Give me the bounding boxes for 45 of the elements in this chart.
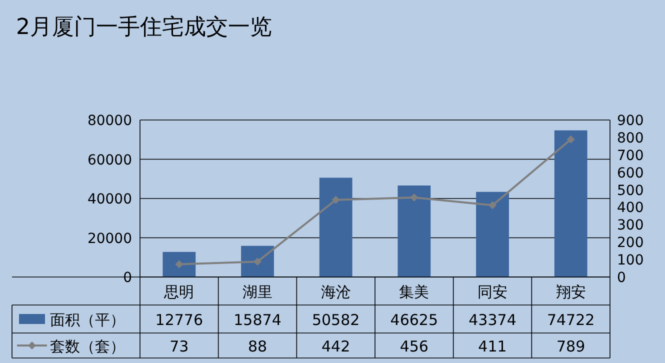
y2-tick-label: 900 xyxy=(617,113,644,129)
y2-tick-label: 800 xyxy=(617,130,644,146)
data-label: 46625 xyxy=(390,311,438,329)
data-label: 442 xyxy=(322,338,350,356)
data-label: 411 xyxy=(478,338,507,356)
x-tick-label: 同安 xyxy=(478,283,508,301)
bar xyxy=(241,246,274,277)
y2-tick-label: 200 xyxy=(617,235,644,252)
data-label: 15874 xyxy=(234,311,282,329)
data-label: 88 xyxy=(248,338,268,356)
data-label: 73 xyxy=(170,338,189,356)
y2-tick-label: 300 xyxy=(617,218,644,234)
point xyxy=(566,135,575,144)
bar xyxy=(162,252,196,277)
y-tick-label: 20000 xyxy=(87,230,132,247)
data-label: 789 xyxy=(556,338,586,356)
y-tick-label: 40000 xyxy=(87,192,132,208)
bar xyxy=(398,186,431,277)
y2-tick-label: 100 xyxy=(617,252,644,269)
x-tick-label: 海沧 xyxy=(320,283,351,301)
bar xyxy=(476,192,509,277)
data-label: 74722 xyxy=(546,311,595,329)
y-tick-label: 60000 xyxy=(87,152,132,168)
data-label: 50582 xyxy=(312,311,360,329)
chart-title: 2月厦门一手住宅成交一览 xyxy=(16,15,272,40)
bar xyxy=(554,130,588,277)
x-tick-label: 湖里 xyxy=(242,283,272,301)
point xyxy=(488,201,496,210)
data-label: 456 xyxy=(400,338,428,356)
legend-label: 套数（套） xyxy=(50,338,125,356)
data-label: 12776 xyxy=(155,311,204,329)
y2-tick-label: 500 xyxy=(617,182,644,199)
data-label: 43374 xyxy=(468,311,516,329)
y2-tick-label: 700 xyxy=(617,148,644,164)
x-tick-label: 翔安 xyxy=(556,283,586,301)
x-tick-label: 集美 xyxy=(399,283,430,301)
y2-tick-label: 600 xyxy=(617,165,644,182)
legend-label: 面积（平） xyxy=(50,311,125,329)
y2-tick-label: 400 xyxy=(617,200,644,216)
x-tick-label: 思明 xyxy=(163,283,194,301)
y-tick-label: 80000 xyxy=(87,113,132,129)
point xyxy=(410,193,418,202)
y2-tick-label: 0 xyxy=(617,270,626,286)
bar xyxy=(319,178,352,277)
point xyxy=(332,196,340,204)
